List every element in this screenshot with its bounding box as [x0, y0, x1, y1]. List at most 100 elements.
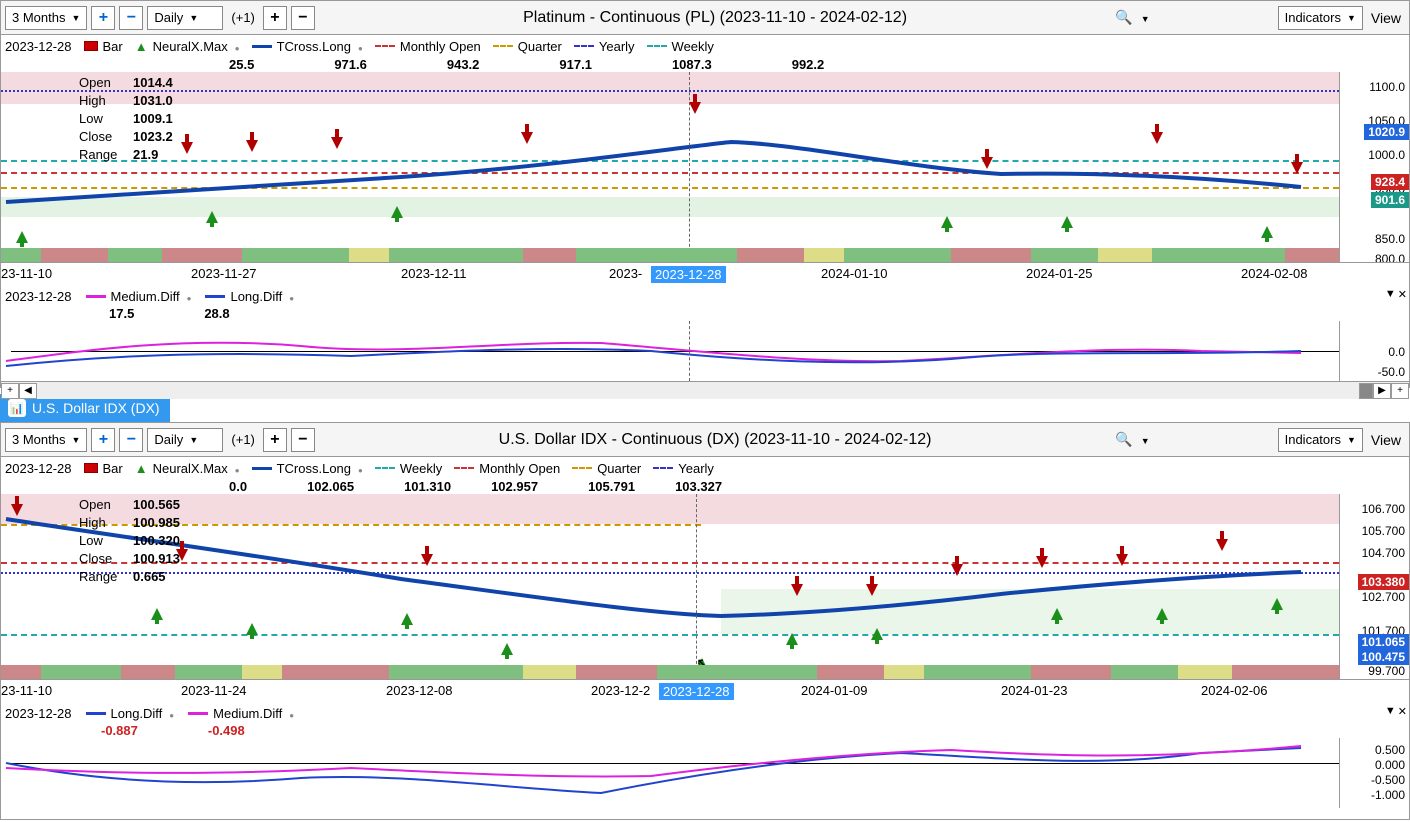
sub-cursor-date: 2023-12-28	[5, 706, 72, 721]
bottom-sub-svg	[1, 738, 1341, 808]
scroll-thumb[interactable]	[1359, 383, 1373, 399]
search-dropdown-icon[interactable]	[1141, 433, 1150, 447]
indicators-dropdown[interactable]: Indicators	[1278, 428, 1363, 452]
scroll-left-button[interactable]: ◀	[19, 383, 37, 399]
freq-dropdown[interactable]: Daily	[147, 6, 223, 30]
sub-expand-icon[interactable]: ▼	[1385, 288, 1396, 301]
zoom-out-button[interactable]: −	[119, 428, 143, 452]
top-legend-values: 25.5 971.6 943.2 917.1 1087.3 992.2	[1, 57, 1409, 72]
high-label: High	[79, 92, 125, 110]
offset-plus-button[interactable]: +	[263, 6, 287, 30]
indicators-dropdown[interactable]: Indicators	[1278, 6, 1363, 30]
heat-strip	[1, 665, 1339, 679]
open-label: Open	[79, 74, 125, 92]
long-label: Long.Diff	[230, 289, 282, 304]
sub-crosshair	[689, 321, 690, 381]
offset-minus-button[interactable]: −	[291, 428, 315, 452]
weekly-swatch	[647, 45, 667, 47]
add-panel-button[interactable]: +	[1, 383, 19, 399]
yearly-value: 103.327	[675, 479, 722, 494]
top-chart-area[interactable]: Open1014.4 High1031.0 Low1009.1 Close102…	[1, 72, 1409, 262]
weekly-label: Weekly	[400, 461, 442, 476]
tab-label: U.S. Dollar IDX (DX)	[32, 400, 160, 416]
open-label: Open	[79, 496, 125, 514]
long-value: 28.8	[204, 306, 229, 321]
zoom-in-button[interactable]: +	[91, 428, 115, 452]
search-dropdown-icon[interactable]	[1141, 11, 1150, 25]
long-value: -0.887	[101, 723, 138, 738]
tcross-label: TCross.Long	[277, 461, 351, 476]
zoom-in-button[interactable]: +	[91, 6, 115, 30]
chart-title: Platinum - Continuous (PL) (2023-11-10 -…	[319, 9, 1111, 27]
tcross-label: TCross.Long	[277, 39, 351, 54]
freq-dropdown[interactable]: Daily	[147, 428, 223, 452]
sub-expand-icon[interactable]: ▼	[1385, 705, 1396, 718]
monthly-label: Monthly Open	[400, 39, 481, 54]
low-label: Low	[79, 532, 125, 550]
medium-value: -0.498	[208, 723, 245, 738]
bottom-sub-legend: 2023-12-28 Long.Diff Medium.Diff ▼ ✕	[1, 703, 1409, 723]
range-dropdown[interactable]: 3 Months	[5, 6, 87, 30]
medium-value: 17.5	[109, 306, 134, 321]
cursor-date: 2023-12-28	[5, 39, 72, 54]
quarter-value: 105.791	[588, 479, 635, 494]
range-label: Range	[79, 568, 125, 586]
top-toolbar: 3 Months + − Daily (+1) + − Platinum - C…	[1, 1, 1409, 35]
ohlc-box: Open100.565 High100.985 Low100.320 Close…	[79, 496, 180, 586]
weekly-value: 992.2	[792, 57, 825, 72]
bar-swatch	[84, 463, 98, 473]
sub-y-zero: 0.0	[1388, 345, 1405, 359]
bar-label: Bar	[103, 39, 123, 54]
crosshair-vertical	[696, 494, 697, 679]
open-value: 100.565	[133, 496, 180, 514]
top-yaxis: 1100.01050.01000.0950.0850.0800.01020.99…	[1339, 72, 1409, 262]
top-chart-svg	[1, 72, 1341, 262]
weekly-label: Weekly	[672, 39, 714, 54]
top-sub-chart[interactable]: 0.0 -50.0	[1, 321, 1409, 381]
offset-label: (+1)	[227, 432, 258, 447]
yearly-swatch	[653, 467, 673, 469]
quarter-label: Quarter	[518, 39, 562, 54]
yearly-swatch	[574, 45, 594, 47]
sub-close-icon[interactable]: ✕	[1398, 705, 1407, 718]
close-value: 100.913	[133, 550, 180, 568]
sub-y-neg: -50.0	[1378, 365, 1405, 379]
medium-swatch	[188, 712, 208, 715]
top-scrollbar[interactable]: + ◀ ▶ +	[1, 381, 1409, 399]
search-icon[interactable]	[1115, 9, 1132, 26]
search-icon[interactable]	[1115, 431, 1132, 448]
add-panel-right-button[interactable]: +	[1391, 383, 1409, 399]
offset-plus-button[interactable]: +	[263, 428, 287, 452]
bottom-sub-yaxis: 0.5000.000-0.500-1.000	[1339, 738, 1409, 808]
low-value: 100.320	[133, 532, 180, 550]
neuralx-swatch: ▲	[135, 39, 148, 54]
bottom-legend: 2023-12-28 Bar ▲NeuralX.Max TCross.Long …	[1, 457, 1409, 479]
yearly-label: Yearly	[599, 39, 635, 54]
range-dropdown[interactable]: 3 Months	[5, 428, 87, 452]
tcross-value: 971.6	[334, 57, 367, 72]
quarter-label: Quarter	[597, 461, 641, 476]
scroll-right-button[interactable]: ▶	[1373, 383, 1391, 399]
offset-label: (+1)	[227, 10, 258, 25]
view-button[interactable]: View	[1367, 432, 1405, 448]
medium-label: Medium.Diff	[213, 706, 282, 721]
tab-instrument-icon: 📊	[8, 399, 26, 417]
high-value: 1031.0	[133, 92, 173, 110]
range-value: 21.9	[133, 146, 158, 164]
offset-minus-button[interactable]: −	[291, 6, 315, 30]
view-button[interactable]: View	[1367, 10, 1405, 26]
long-swatch	[205, 295, 225, 298]
neuralx-value: 0.0	[229, 479, 247, 494]
bottom-chart-area[interactable]: ↖ Open100.565 High100.985 Low100.320 Clo…	[1, 494, 1409, 679]
bottom-sub-chart[interactable]: 0.5000.000-0.500-1.000	[1, 738, 1409, 808]
zoom-out-button[interactable]: −	[119, 6, 143, 30]
bar-swatch	[84, 41, 98, 51]
monthly-label: Monthly Open	[479, 461, 560, 476]
low-value: 1009.1	[133, 110, 173, 128]
bottom-chart-svg	[1, 494, 1341, 679]
monthly-value: 102.957	[491, 479, 538, 494]
weekly-swatch	[375, 467, 395, 469]
low-label: Low	[79, 110, 125, 128]
close-value: 1023.2	[133, 128, 173, 146]
sub-close-icon[interactable]: ✕	[1398, 288, 1407, 301]
